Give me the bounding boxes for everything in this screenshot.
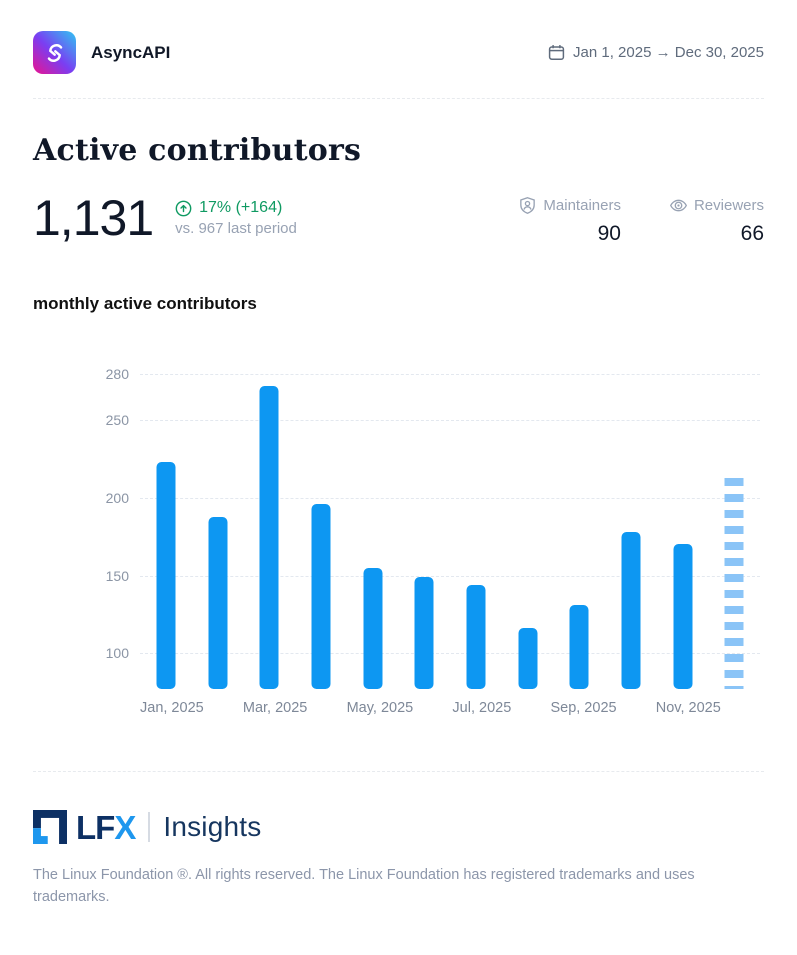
footer-divider (33, 771, 764, 772)
date-range-text: Jan 1, 2025 → Dec 30, 2025 (573, 44, 764, 61)
bar-slot (192, 358, 244, 689)
x-axis-slot: Jan, 2025 (140, 699, 204, 717)
bar-slot (295, 358, 347, 689)
reviewers-label: Reviewers (693, 197, 764, 214)
y-axis-tick-label: 250 (105, 412, 129, 429)
x-axis-tick-label: Nov, 2025 (655, 700, 721, 716)
secondary-stats: Maintainers 90 Reviewers 66 (518, 192, 764, 246)
bar-Mar, 2025[interactable] (259, 385, 279, 689)
monthly-contributors-chart: 280 250 200 150 100 Jan, 2025 Mar, 2025 May, 2… (33, 358, 764, 717)
page-title: Active contributors (33, 133, 362, 168)
x-axis-tick-label: Jan, 2025 (140, 700, 204, 716)
active-contributors-value: 1,131 (33, 190, 154, 246)
trend-block: 17% (+164) vs. 967 last period (175, 192, 297, 237)
bar-slot (657, 358, 709, 689)
footer: LFX Insights The Linux Foundation ®. All… (33, 810, 764, 908)
reviewers-value: 66 (740, 222, 764, 245)
lfx-wordmark: LFX (76, 808, 136, 846)
project-brand: AsyncAPI (33, 31, 170, 74)
calendar-icon (548, 44, 565, 61)
chart-x-axis: Jan, 2025 Mar, 2025 May, 2025 Jul, 2025 Sep,… (140, 699, 760, 717)
bar-Jun, 2025[interactable] (414, 577, 434, 689)
x-axis-slot (307, 699, 346, 717)
lfx-logo: LFX Insights (33, 810, 764, 844)
x-axis-slot: Sep, 2025 (550, 699, 616, 717)
date-range-picker[interactable]: Jan 1, 2025 → Dec 30, 2025 (548, 44, 764, 61)
x-axis-slot: Jul, 2025 (452, 699, 511, 717)
maintainers-value: 90 (597, 222, 621, 245)
bar-projected-Dec, 2025[interactable] (724, 477, 744, 689)
bar-slot (347, 358, 399, 689)
y-axis-tick-label: 100 (105, 645, 129, 662)
bar-Feb, 2025[interactable] (208, 516, 227, 689)
x-axis-tick-label: Mar, 2025 (242, 700, 308, 716)
bar-Apr, 2025[interactable] (311, 504, 331, 689)
x-axis-slot (511, 699, 550, 717)
bar-Oct, 2025[interactable] (621, 532, 641, 689)
gridline (140, 497, 760, 499)
bar-slot (708, 358, 760, 689)
primary-stat: 1,131 17% (+164) vs. 967 last period (33, 192, 297, 245)
bar-Nov, 2025[interactable] (673, 544, 693, 689)
x-axis-tick-label: Sep, 2025 (550, 700, 617, 716)
x-axis-tick-label: May, 2025 (346, 700, 414, 716)
trend-value: 17% (+164) (199, 199, 283, 216)
insights-wordmark: Insights (163, 811, 262, 842)
reviewers-stat: Reviewers 66 (669, 196, 764, 246)
bar-Sep, 2025[interactable] (569, 605, 589, 689)
gridline (140, 575, 760, 577)
gridline (140, 653, 760, 655)
x-axis-slot (721, 699, 760, 717)
bar-Jul, 2025[interactable] (466, 584, 486, 689)
trend-comparison: vs. 967 last period (175, 220, 297, 237)
x-axis-slot: Mar, 2025 (243, 699, 308, 717)
x-axis-slot (204, 699, 243, 717)
x-axis-slot (413, 699, 452, 717)
bar-slot (450, 358, 502, 689)
lfx-mark-icon (33, 810, 67, 844)
copyright-text: The Linux Foundation ®. All rights reser… (33, 867, 695, 905)
bar-Aug, 2025[interactable] (518, 628, 538, 689)
bar-slot (243, 358, 295, 689)
bar-slot (502, 358, 554, 689)
maintainers-stat: Maintainers 90 (518, 196, 621, 246)
bar-May, 2025[interactable] (363, 567, 383, 689)
gridline (140, 420, 760, 422)
reviewer-eye-icon (669, 196, 688, 215)
logo-separator (148, 812, 151, 842)
bar-slot (553, 358, 605, 689)
x-axis-slot: Nov, 2025 (656, 699, 721, 717)
project-name: AsyncAPI (91, 42, 171, 62)
x-axis-tick-label: Jul, 2025 (452, 700, 512, 716)
chart-plot: 280 250 200 150 100 (106, 358, 760, 689)
x-axis-slot (617, 699, 656, 717)
y-axis-tick-label: 200 (105, 489, 129, 506)
y-axis-tick-label: 150 (105, 567, 129, 584)
bar-slot (398, 358, 450, 689)
trend-up-icon (175, 200, 192, 217)
bar-series (140, 358, 760, 689)
bar-slot (140, 358, 192, 689)
maintainers-label: Maintainers (543, 197, 621, 214)
bar-slot (605, 358, 657, 689)
chart-heading: monthly active contributors (33, 294, 257, 313)
header-divider (33, 98, 764, 99)
asyncapi-logo-icon (33, 31, 76, 74)
header: AsyncAPI Jan 1, 2025 → Dec 30, 2025 (33, 31, 764, 74)
y-axis-tick-label: 280 (105, 365, 129, 382)
x-axis-slot: May, 2025 (347, 699, 414, 717)
bar-Jan, 2025[interactable] (156, 462, 176, 689)
gridline (140, 373, 760, 375)
stats-row: 1,131 17% (+164) vs. 967 last period (33, 192, 764, 246)
maintainer-badge-icon (518, 196, 537, 215)
